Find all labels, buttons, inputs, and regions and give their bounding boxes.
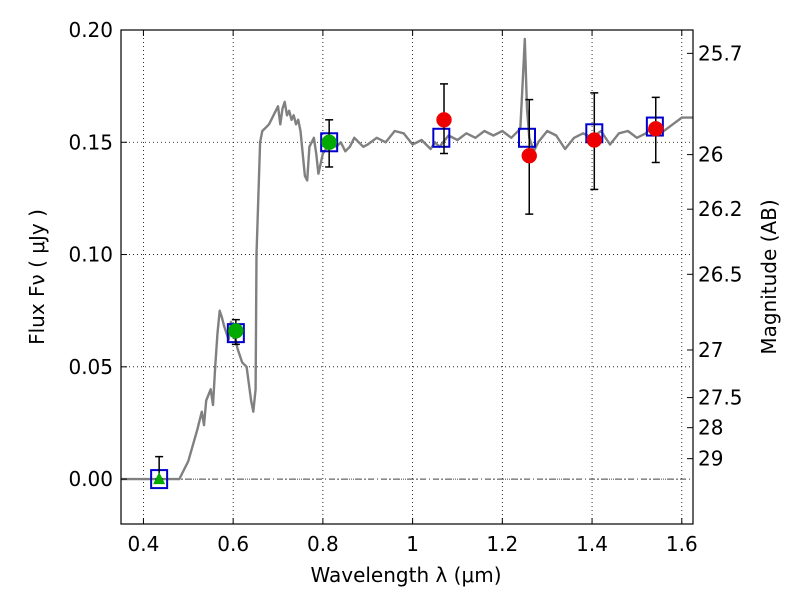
- y-tick-label: 0.20: [68, 18, 113, 42]
- x-tick-label: 0.4: [128, 532, 160, 556]
- x-tick-label: 1: [406, 532, 419, 556]
- y-tick-label: 0.05: [68, 355, 113, 379]
- upper-limit-triangle: [153, 472, 166, 485]
- model-square-marker: [432, 127, 451, 148]
- photometry-point: [521, 147, 538, 164]
- photometry-point: [648, 121, 664, 137]
- y-tick-label: 0.15: [68, 130, 113, 154]
- y-tick-label: 0.00: [68, 467, 113, 491]
- y2-tick-label: 26.2: [698, 197, 743, 221]
- model-square-marker: [518, 127, 537, 148]
- y2-tick-label: 28: [698, 416, 723, 440]
- x-tick-label: 1.4: [576, 532, 608, 556]
- photometry-point: [321, 134, 337, 151]
- y2-tick-label: 25.7: [698, 41, 743, 65]
- x-tick-label: 0.6: [217, 532, 249, 556]
- y2-axis-label: Magnitude (AB): [757, 199, 781, 354]
- axis-ticks: 0.4 0.6 0.8 1 1.2 1.4 1.6 0.00 0.05 0.10 0.15 0.20 2…: [68, 18, 742, 556]
- x-tick-label: 1.2: [486, 532, 518, 556]
- plot-area: [121, 37, 693, 490]
- photometry-point: [228, 323, 244, 339]
- y2-tick-label: 27.5: [698, 386, 743, 410]
- y2-tick-label: 27: [698, 338, 723, 362]
- x-tick-label: 0.8: [307, 532, 339, 556]
- y-tick-label: 0.10: [68, 243, 113, 267]
- photometry-point: [586, 132, 603, 148]
- grid: [121, 29, 693, 524]
- y-axis-label: Flux Fν ( μJy ): [25, 209, 49, 345]
- x-tick-label: 1.6: [666, 532, 698, 556]
- spectrum-line: [121, 37, 693, 481]
- y2-tick-label: 26: [698, 143, 723, 167]
- plot-frame: [120, 29, 694, 525]
- photometry-point: [436, 112, 452, 128]
- y2-tick-label: 29: [698, 447, 723, 471]
- y2-tick-label: 26.5: [698, 262, 743, 286]
- x-axis-label: Wavelength λ (μm): [310, 563, 501, 587]
